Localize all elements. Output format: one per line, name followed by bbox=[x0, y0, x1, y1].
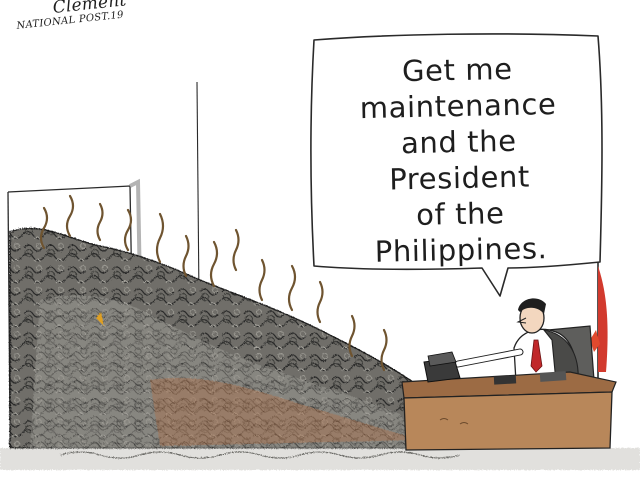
speech-bubble bbox=[310, 33, 603, 297]
canadian-flag bbox=[590, 262, 608, 380]
prime-minister bbox=[454, 298, 595, 385]
stink-lines bbox=[39, 194, 388, 372]
speech-bubble-text: Get me maintenance and the President of … bbox=[359, 51, 557, 269]
desk bbox=[401, 351, 617, 451]
garbage-pile bbox=[0, 227, 640, 470]
